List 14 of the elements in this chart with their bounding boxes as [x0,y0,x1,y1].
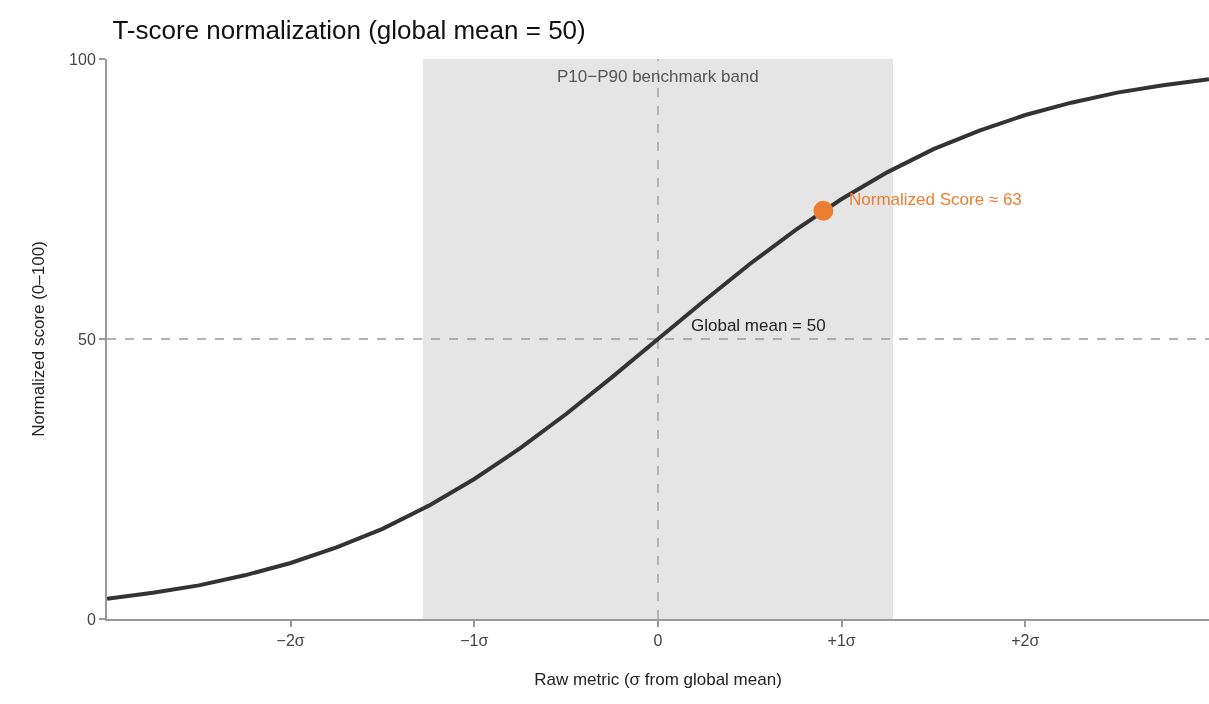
x-tick-label: +1σ [827,632,856,650]
x-tick-label: 0 [653,632,663,650]
chart-title: T-score normalization (global mean = 50) [112,15,586,46]
y-tick-label: 0 [86,610,96,628]
x-axis-title: Raw metric (σ from global mean) [534,670,782,690]
ref-line-label: Global mean = 50 [691,316,826,335]
band-label: P10−P90 benchmark band [557,67,759,86]
x-tick-label: −2σ [276,632,305,650]
x-tick-label: +2σ [1011,632,1040,650]
y-tick-label: 50 [78,330,96,348]
x-tick-label: −1σ [460,632,489,650]
y-tick-label: 100 [69,50,96,68]
y-axis-title: Normalized score (0–100) [29,241,49,437]
annotation: Normalized Score ≈ 63 [849,190,1022,209]
